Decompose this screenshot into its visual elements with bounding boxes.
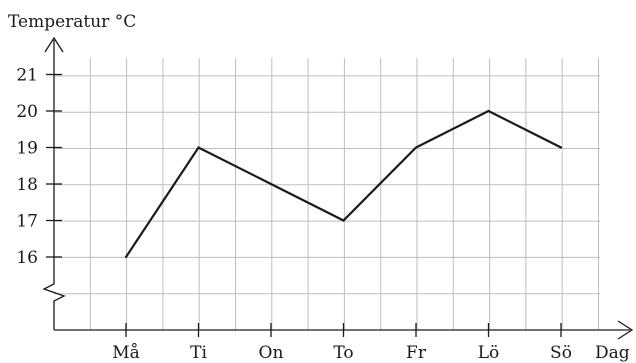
y-axis-title: Temperatur °C (8, 12, 136, 32)
y-tick-label-1: 17 (16, 212, 38, 232)
x-tick-label-2: On (259, 343, 284, 363)
data-point-3 (342, 219, 345, 222)
x-tick-label-6: Sö (550, 343, 572, 363)
x-axis-arrow (617, 320, 634, 340)
data-point-4 (414, 146, 418, 149)
data-point-5 (487, 109, 490, 113)
x-axis-title: Dag (595, 343, 630, 363)
data-points (124, 109, 563, 259)
y-tick-label-3: 19 (16, 139, 38, 159)
y-axis (42, 40, 66, 330)
x-tick-label-5: Lö (478, 343, 500, 363)
data-point-6 (559, 146, 563, 149)
y-tick-label-0: 16 (16, 248, 38, 268)
data-point-0 (124, 255, 128, 259)
x-ticks: Må Ti On To Fr Lö Sö (112, 323, 572, 363)
series-line (125, 109, 562, 258)
grid (54, 58, 600, 330)
x-tick-label-4: Fr (406, 343, 427, 363)
x-tick-label-1: Ti (190, 343, 207, 363)
data-point-2 (269, 182, 273, 186)
y-tick-label-5: 21 (16, 66, 38, 86)
axes (42, 36, 634, 340)
x-tick-label-3: To (333, 343, 353, 363)
y-ticks: 16 17 18 19 20 21 (16, 66, 62, 268)
y-axis-arrow (44, 36, 64, 53)
y-tick-label-4: 20 (16, 102, 38, 122)
y-tick-label-2: 18 (16, 175, 38, 195)
x-tick-label-0: Må (112, 343, 140, 363)
data-point-1 (197, 146, 200, 149)
